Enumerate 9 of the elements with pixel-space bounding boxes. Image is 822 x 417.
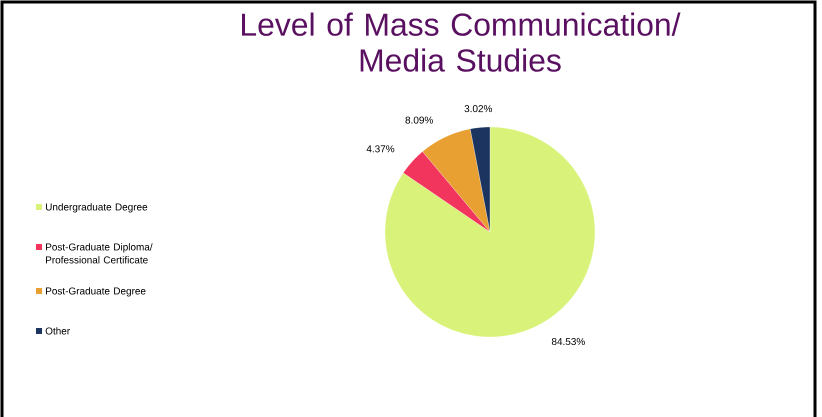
data-label: 4.37% [366,145,394,152]
data-label: 84.53% [552,338,585,346]
chart-title: Level of Mass Communication/ Media Studies [242,12,681,72]
legend-label: Post-Graduate Degree [46,287,146,296]
data-label: 3.02% [464,105,492,112]
data-label: 8.09% [405,116,433,124]
legend-label: Undergraduate Degree [46,203,148,212]
legend-label: Other [46,327,70,335]
legend-label: Post-Graduate Diploma/ Professional Certificate [46,243,153,264]
